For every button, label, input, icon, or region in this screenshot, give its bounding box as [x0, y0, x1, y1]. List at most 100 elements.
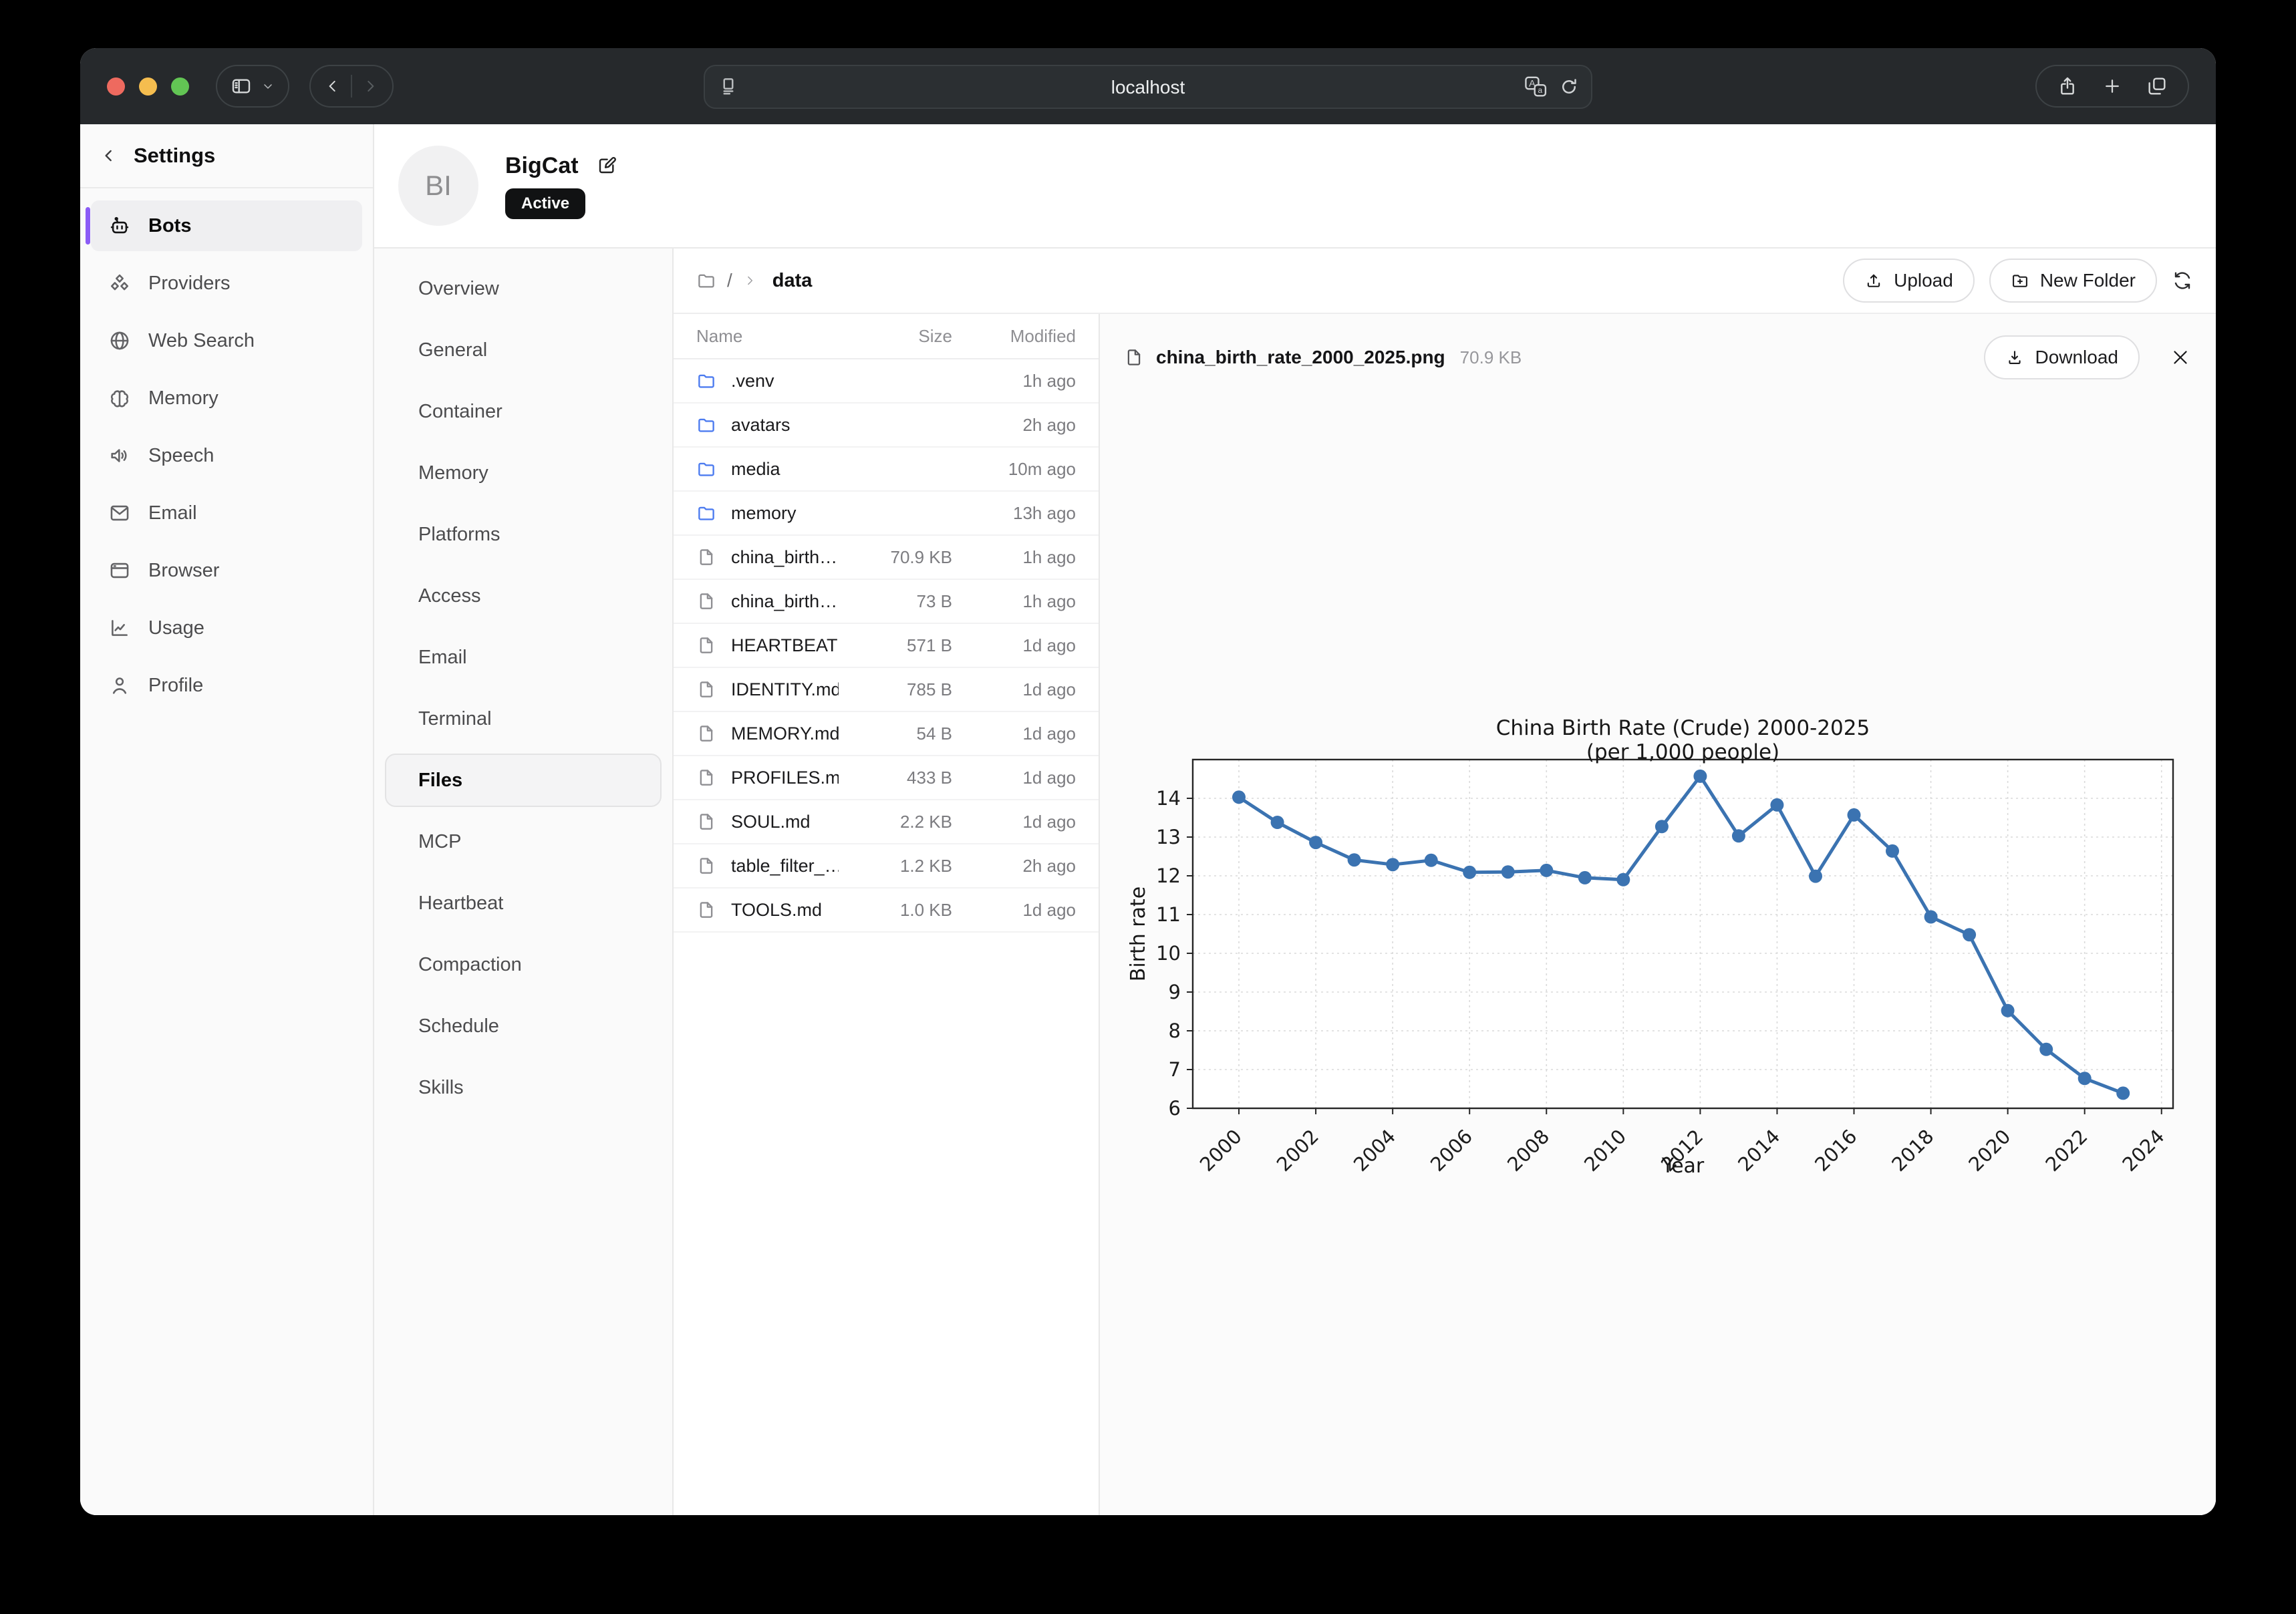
- reload-icon[interactable]: [1559, 77, 1579, 97]
- sidebar-item[interactable]: Memory: [91, 373, 362, 424]
- bot-nav-item-label: Email: [418, 646, 467, 668]
- file-row[interactable]: china_birth… 73 B 1h ago: [674, 580, 1099, 624]
- file-row[interactable]: memory 13h ago: [674, 492, 1099, 536]
- svg-text:13: 13: [1156, 826, 1181, 848]
- file-name: china_birth…: [731, 591, 838, 611]
- file-size: 54 B: [916, 723, 953, 744]
- bot-nav-item[interactable]: Overview: [385, 262, 662, 315]
- file-row[interactable]: media 10m ago: [674, 448, 1099, 492]
- bot-nav-item-label: Skills: [418, 1076, 464, 1098]
- bot-nav-item[interactable]: Compaction: [385, 938, 662, 991]
- bot-nav-item[interactable]: Files: [385, 754, 662, 807]
- file-row[interactable]: IDENTITY.md 785 B 1d ago: [674, 668, 1099, 712]
- back-chevron-icon[interactable]: [100, 147, 118, 164]
- chart-svg: 2000 2002 2004 2006 2008 2010 2012 2014 2016 2018…: [1123, 707, 2212, 1186]
- new-tab-icon[interactable]: [2102, 76, 2122, 96]
- sidebar-item[interactable]: Usage: [91, 603, 362, 653]
- bot-nav-item[interactable]: General: [385, 323, 662, 377]
- address-bar[interactable]: localhost: [704, 65, 1592, 109]
- sidebar-item-label: Browser: [148, 559, 220, 581]
- back-button[interactable]: [324, 77, 341, 95]
- file-row[interactable]: .venv 1h ago: [674, 359, 1099, 404]
- bot-nav-item[interactable]: MCP: [385, 815, 662, 868]
- refresh-button[interactable]: [2172, 270, 2193, 291]
- folder-plus-icon: [2011, 271, 2029, 290]
- sidebar-toggle-icon[interactable]: [231, 75, 252, 97]
- bot-nav-item-label: Terminal: [418, 707, 492, 730]
- forward-button[interactable]: [362, 77, 379, 95]
- file-modified: 2h ago: [1022, 414, 1076, 435]
- svg-text:China Birth Rate (Crude) 2000-: China Birth Rate (Crude) 2000-2025: [1496, 716, 1870, 740]
- file-row[interactable]: TOOLS.md 1.0 KB 1d ago: [674, 889, 1099, 933]
- svg-text:6: 6: [1169, 1097, 1181, 1120]
- bot-nav-item[interactable]: Skills: [385, 1061, 662, 1114]
- sidebar-item[interactable]: Speech: [91, 430, 362, 481]
- file-modified: 13h ago: [1013, 502, 1076, 523]
- file-name: china_birth…: [731, 546, 838, 567]
- folder-icon[interactable]: [696, 271, 716, 291]
- bot-nav-item[interactable]: Container: [385, 385, 662, 438]
- traffic-lights: [107, 77, 189, 96]
- file-row[interactable]: avatars 2h ago: [674, 404, 1099, 448]
- file-row[interactable]: MEMORY.md 54 B 1d ago: [674, 712, 1099, 756]
- close-preview-button[interactable]: [2169, 346, 2192, 369]
- download-button[interactable]: Download: [1984, 335, 2140, 379]
- file-name: memory: [731, 502, 797, 523]
- file-modified: 10m ago: [1008, 458, 1076, 479]
- column-name[interactable]: Name: [696, 325, 743, 346]
- share-icon[interactable]: [2057, 75, 2078, 97]
- bot-nav-item[interactable]: Memory: [385, 446, 662, 500]
- bot-nav-item-label: Container: [418, 400, 503, 422]
- new-folder-button[interactable]: New Folder: [1989, 259, 2157, 303]
- sidebar-item[interactable]: Email: [91, 488, 362, 538]
- url-text[interactable]: localhost: [1111, 77, 1185, 98]
- file-row[interactable]: PROFILES.md 433 B 1d ago: [674, 756, 1099, 800]
- svg-text:Year: Year: [1661, 1154, 1705, 1178]
- sidebar-item[interactable]: Bots: [86, 200, 362, 251]
- zoom-window-button[interactable]: [171, 77, 189, 96]
- sidebar-item[interactable]: Profile: [91, 660, 362, 711]
- bot-nav-item[interactable]: Email: [385, 631, 662, 684]
- sidebar-item[interactable]: Browser: [91, 545, 362, 596]
- translate-icon[interactable]: [1523, 74, 1548, 100]
- preview-file-size: 70.9 KB: [1459, 347, 1522, 367]
- file-modified: 1h ago: [1022, 370, 1076, 391]
- tab-overview-icon[interactable]: [2146, 75, 2168, 97]
- close-window-button[interactable]: [107, 77, 125, 96]
- preview-file-name: china_birth_rate_2000_2025.png: [1156, 347, 1445, 367]
- avatar: BI: [398, 146, 478, 226]
- file-name: PROFILES.md: [731, 767, 839, 788]
- bot-nav-item[interactable]: Access: [385, 569, 662, 623]
- upload-button[interactable]: Upload: [1843, 259, 1975, 303]
- bot-nav-item[interactable]: Platforms: [385, 508, 662, 561]
- sidebar-item[interactable]: Web Search: [91, 315, 362, 366]
- file-modified: 1h ago: [1022, 591, 1076, 611]
- file-row[interactable]: table_filter_… 1.2 KB 2h ago: [674, 844, 1099, 889]
- file-modified: 1d ago: [1022, 723, 1076, 744]
- bot-nav-item[interactable]: Schedule: [385, 999, 662, 1053]
- chevron-down-icon[interactable]: [261, 79, 275, 93]
- settings-title: Settings: [134, 144, 216, 167]
- bot-nav-item[interactable]: Terminal: [385, 692, 662, 746]
- column-size[interactable]: Size: [918, 325, 952, 346]
- file-size: 571 B: [907, 635, 952, 655]
- edit-name-icon[interactable]: [596, 155, 617, 176]
- file-row[interactable]: china_birth… 70.9 KB 1h ago: [674, 536, 1099, 580]
- bot-nav-item-label: General: [418, 339, 488, 361]
- sidebar-item-icon: [108, 329, 131, 352]
- file-type-icon: [696, 723, 716, 744]
- sidebar-item-label: Speech: [148, 444, 214, 466]
- file-name: TOOLS.md: [731, 899, 823, 920]
- file-size: 1.2 KB: [899, 855, 952, 876]
- file-row[interactable]: HEARTBEAT… 571 B 1d ago: [674, 624, 1099, 668]
- column-modified[interactable]: Modified: [1010, 325, 1076, 346]
- file-row[interactable]: SOUL.md 2.2 KB 1d ago: [674, 800, 1099, 844]
- file-type-icon: [696, 415, 716, 435]
- file-size: 2.2 KB: [899, 811, 952, 832]
- file-type-icon: [696, 371, 716, 391]
- minimize-window-button[interactable]: [139, 77, 157, 96]
- toolbar-right-group: [2035, 65, 2189, 108]
- bot-nav-item[interactable]: Heartbeat: [385, 876, 662, 930]
- sidebar-item[interactable]: Providers: [91, 258, 362, 309]
- breadcrumb-root[interactable]: /: [727, 270, 732, 291]
